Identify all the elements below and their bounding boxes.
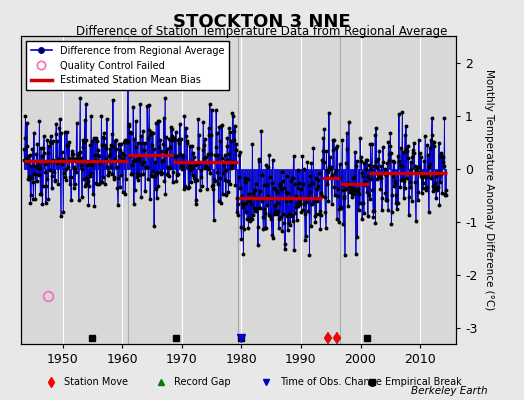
Text: Empirical Break: Empirical Break	[385, 378, 462, 387]
Legend: Difference from Regional Average, Quality Control Failed, Estimated Station Mean: Difference from Regional Average, Qualit…	[26, 41, 229, 90]
Text: Station Move: Station Move	[64, 378, 128, 387]
Text: STOCKTON 3 NNE: STOCKTON 3 NNE	[173, 13, 351, 31]
Text: Record Gap: Record Gap	[174, 378, 231, 387]
Text: Difference of Station Temperature Data from Regional Average: Difference of Station Temperature Data f…	[77, 25, 447, 38]
Y-axis label: Monthly Temperature Anomaly Difference (°C): Monthly Temperature Anomaly Difference (…	[484, 69, 494, 311]
Text: Berkeley Earth: Berkeley Earth	[411, 386, 487, 396]
Text: Time of Obs. Change: Time of Obs. Change	[280, 378, 381, 387]
